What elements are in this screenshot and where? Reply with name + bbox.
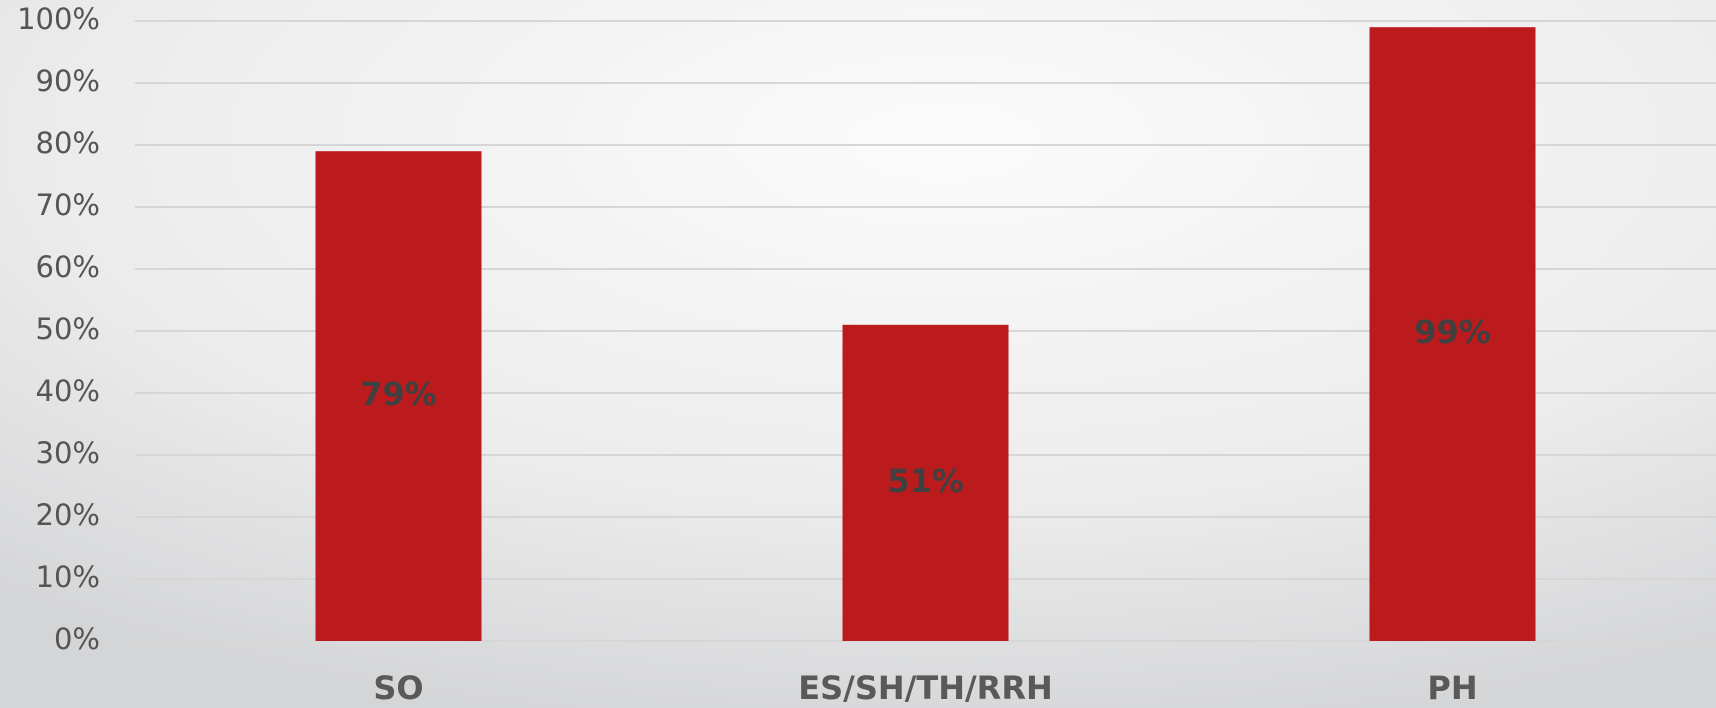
y-tick-label: 80% xyxy=(36,126,100,160)
y-tick-label: 30% xyxy=(36,436,100,470)
bar xyxy=(315,151,482,641)
y-tick-label: 0% xyxy=(54,622,100,656)
data-label: 79% xyxy=(360,375,437,413)
y-tick-label: 90% xyxy=(36,64,100,98)
y-tick-label: 20% xyxy=(36,498,100,532)
data-label: 51% xyxy=(887,462,964,500)
bar xyxy=(1369,27,1536,641)
x-tick-label: ES/SH/TH/RRH xyxy=(798,669,1052,707)
x-tick-label: PH xyxy=(1427,669,1477,707)
y-tick-label: 60% xyxy=(36,250,100,284)
y-tick-label: 100% xyxy=(17,2,100,36)
data-label: 99% xyxy=(1414,313,1491,351)
bar xyxy=(842,324,1009,641)
y-tick-label: 10% xyxy=(36,560,100,594)
y-tick-label: 50% xyxy=(36,312,100,346)
y-tick-label: 40% xyxy=(36,374,100,408)
y-tick-label: 70% xyxy=(36,188,100,222)
x-tick-label: SO xyxy=(373,669,423,707)
